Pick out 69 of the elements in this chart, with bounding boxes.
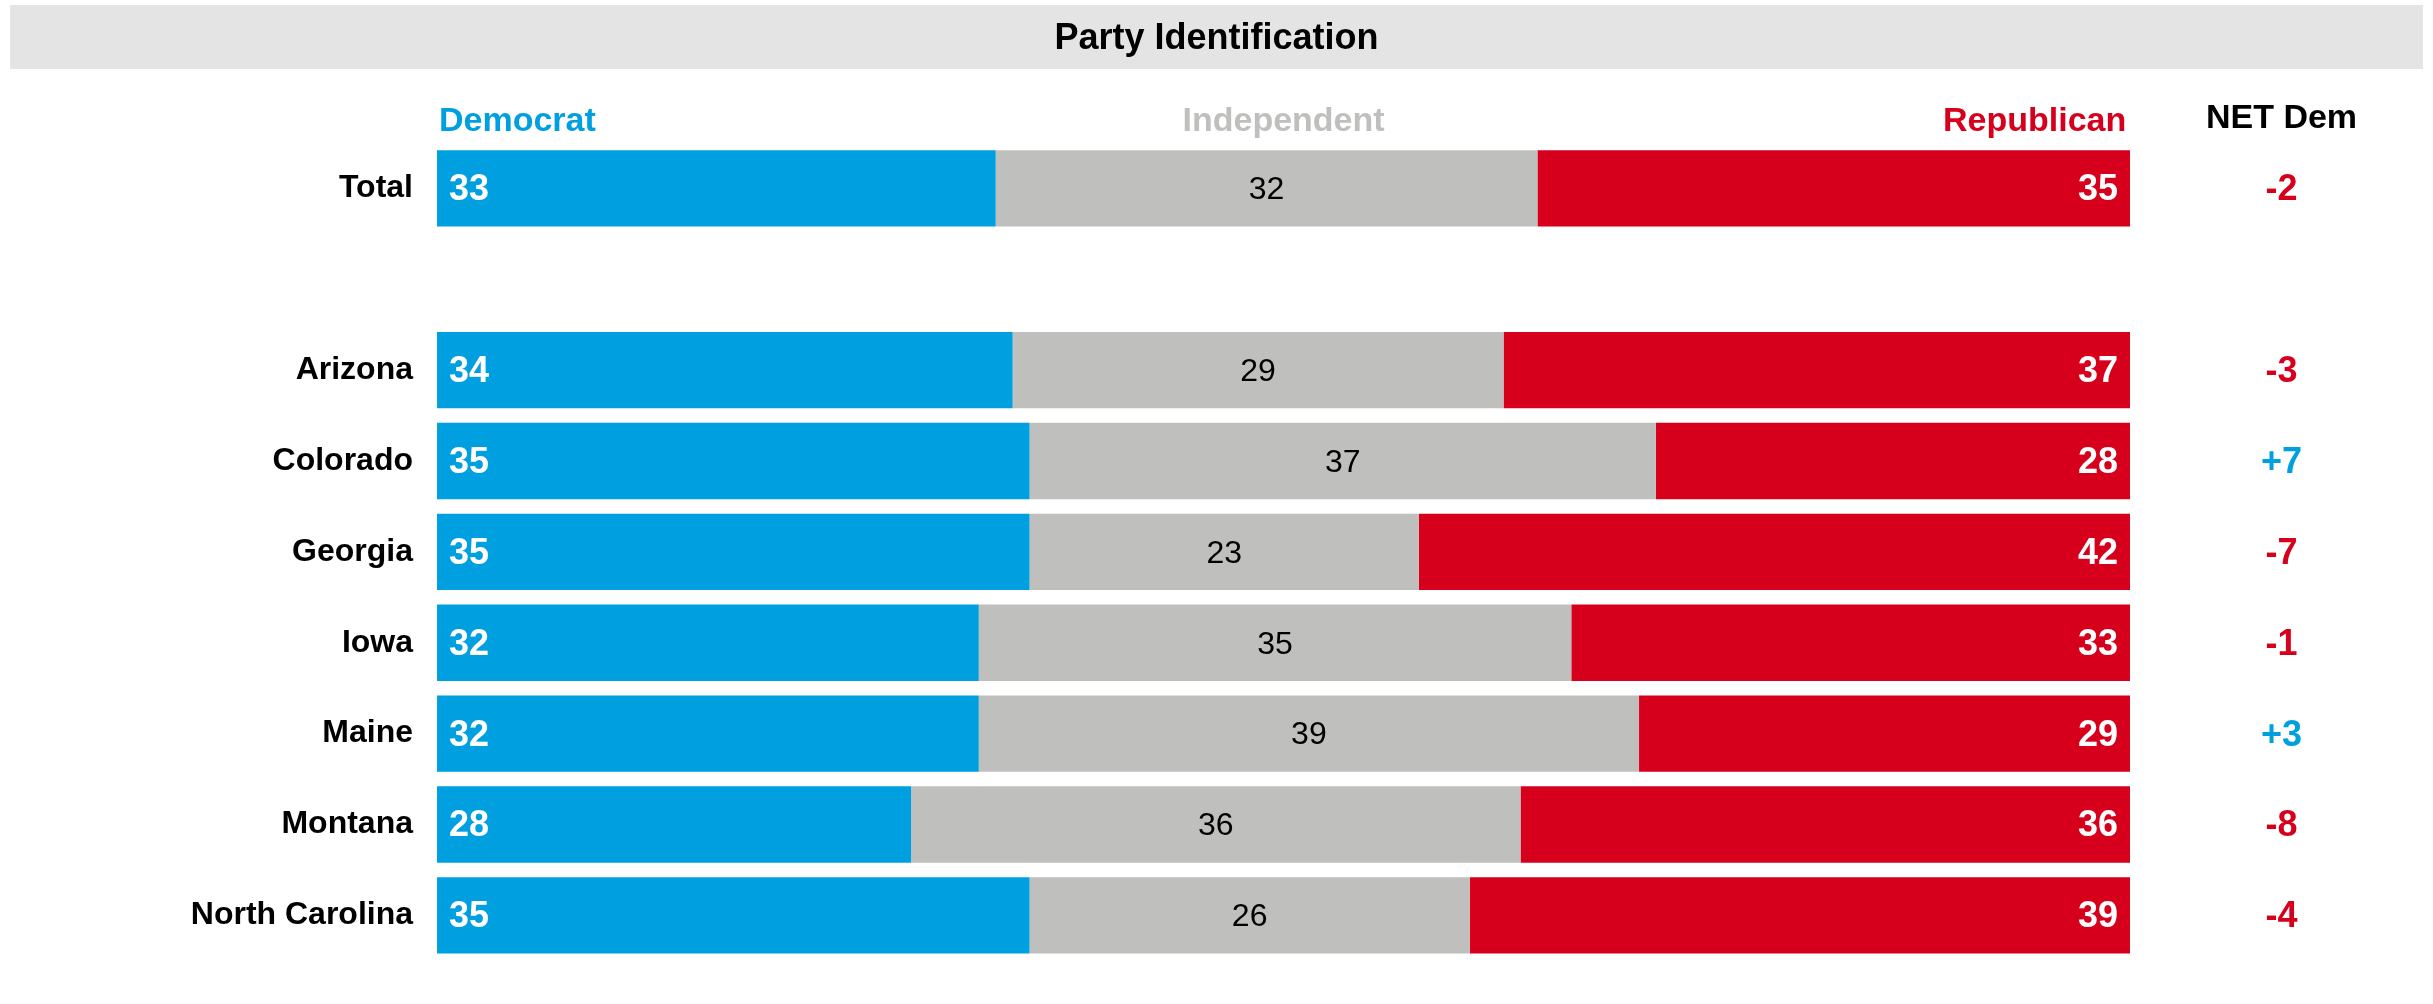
data-label: 37 [2077,349,2118,391]
text: -4 [2265,894,2298,936]
data-label: 36 [2077,803,2118,845]
data-label: 32 [449,621,490,663]
bar [437,332,1013,409]
text: +3 [2260,712,2303,754]
bar [1029,422,1656,500]
y-tick-label: Arizona [295,349,414,386]
bar [1520,786,2130,863]
bar [1012,332,1504,409]
bar [1029,513,1419,591]
data-label: 35 [449,439,490,481]
bar [437,150,996,227]
data-label: 35 [1257,624,1293,661]
bar [437,604,979,681]
bar [978,695,1640,772]
data-label: 29 [1240,351,1276,388]
text: +7 [2260,439,2303,481]
bar [1639,695,2130,772]
data-label: 23 [1206,533,1243,570]
data-label: 33 [2077,621,2118,663]
text: -7 [2265,530,2298,572]
bar [1029,877,1470,954]
text: -3 [2265,349,2298,391]
data-label: 33 [449,167,490,209]
series-label: Independent [1182,100,1385,139]
bar [1503,332,2130,409]
text: -8 [2265,803,2298,845]
y-tick-label: Iowa [341,622,414,659]
y-tick-label: Maine [322,713,413,750]
data-label: 35 [449,530,490,572]
data-label: 39 [1291,715,1327,752]
data-label: 34 [449,349,490,391]
y-tick-label: Georgia [292,531,414,568]
bar [437,695,979,772]
y-tick-label: Colorado [272,440,413,477]
data-label: 28 [2077,439,2118,481]
bar [1537,150,2130,227]
data-label: 42 [2077,530,2118,572]
data-label: 37 [1324,442,1361,479]
bar [437,422,1030,500]
bar [437,786,912,863]
y-tick-label: Total [338,168,413,205]
text: -1 [2265,621,2298,663]
data-label: 32 [1248,170,1285,207]
data-label: 32 [449,712,490,754]
data-label: 35 [449,894,490,936]
data-label: 28 [449,803,490,845]
y-tick-label: North Carolina [190,895,414,932]
bar [437,513,1030,591]
data-label: 35 [2077,167,2118,209]
bar [995,150,1538,227]
bar [1571,604,2130,681]
text: -2 [2265,167,2298,209]
bar [911,786,1521,863]
data-label: 29 [2077,712,2118,754]
data-label: 26 [1231,897,1268,934]
y-tick-label: Montana [281,804,414,841]
bar [437,877,1030,954]
series-label: Republican [1943,100,2127,139]
chart-title: Party Identification [10,5,2423,69]
bar [1469,877,2130,954]
bar [978,604,1572,681]
data-label: 39 [2077,894,2118,936]
bar [1655,422,2130,500]
bar [1418,513,2130,591]
series-label: Democrat [439,100,596,139]
text: NET Dem [2205,97,2358,136]
data-label: 36 [1197,806,1234,843]
